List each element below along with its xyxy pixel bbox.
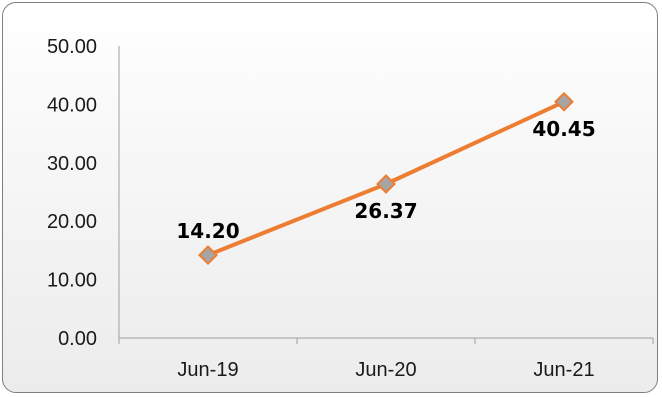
data-label: 14.20 <box>176 219 239 243</box>
y-tick-label: 10.00 <box>47 270 97 292</box>
x-tick-label: Jun-21 <box>533 359 594 381</box>
x-axis-ticks: Jun-19 Jun-20 Jun-21 <box>118 338 654 381</box>
chart-area: 0.00 10.00 20.00 30.00 40.00 50.00 Jun-19 Jun-… <box>2 2 658 393</box>
data-point-marker <box>376 174 396 194</box>
y-tick-label: 50.00 <box>47 36 97 58</box>
data-label: 40.45 <box>532 117 595 141</box>
data-label: 26.37 <box>354 199 417 223</box>
data-point-marker <box>554 91 574 112</box>
y-tick-label: 20.00 <box>47 211 97 233</box>
series-layer <box>198 91 574 265</box>
x-tick-label: Jun-20 <box>355 359 416 381</box>
y-axis-ticks: 0.00 10.00 20.00 30.00 40.00 50.00 <box>47 36 97 350</box>
data-point-marker <box>198 245 218 265</box>
x-tick-label: Jun-19 <box>177 359 238 381</box>
y-tick-label: 30.00 <box>47 153 97 175</box>
y-tick-label: 0.00 <box>58 328 97 350</box>
data-labels: 14.20 26.37 40.45 <box>176 117 595 243</box>
y-tick-label: 40.00 <box>47 94 97 116</box>
